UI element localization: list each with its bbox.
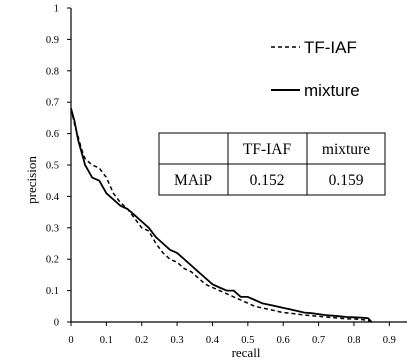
x-tick-label: 0.3 [171, 335, 184, 346]
x-axis-label: recall [232, 345, 261, 360]
x-tick-label: 0.6 [277, 335, 290, 346]
x-tick-label: 0.7 [312, 335, 325, 346]
legend-label-mixture: mixture [304, 81, 360, 100]
series-line-mixture [70, 108, 373, 323]
legend-label-tf-iaf: TF-IAF [304, 38, 357, 57]
tick-labels: 0 0.1 0.2 0.3 0.4 0.5 0.6 0.7 0.8 0.9 1 0 0.1 0.2 0.3 0… [46, 4, 396, 347]
y-axis-label: precision [24, 156, 39, 204]
table-header-tf-iaf: TF-IAF [243, 141, 292, 158]
y-tick-label: 0 [54, 318, 59, 329]
x-tick-label: 0.8 [347, 335, 360, 346]
y-tick-label: 0.7 [46, 98, 59, 109]
y-tick-label: 0.2 [46, 255, 59, 266]
y-tick-label: 0.8 [46, 66, 59, 77]
y-tick-label: 0.4 [46, 192, 60, 203]
y-tick-label: 0.5 [46, 161, 59, 172]
y-tick-label: 0.6 [46, 129, 59, 140]
axes [67, 7, 407, 326]
x-tick-label: 0.5 [241, 335, 254, 346]
series-line-tf-iaf [70, 108, 372, 323]
table-row-label-maip: MAiP [174, 172, 212, 189]
x-tick-label: 0.9 [383, 335, 396, 346]
maip-table: TF-IAF mixture MAiP 0.152 0.159 [158, 132, 386, 196]
legend: TF-IAF mixture [271, 38, 360, 100]
table-cell-mixture-maip: 0.159 [329, 172, 364, 189]
x-tick-label: 0.4 [206, 335, 220, 346]
y-tick-label: 1 [54, 4, 59, 15]
x-tick-label: 0 [68, 335, 73, 346]
y-tick-label: 0.1 [46, 286, 59, 297]
x-tick-label: 0.2 [135, 335, 148, 346]
table-cell-tf-iaf-maip: 0.152 [250, 172, 285, 189]
x-tick-label: 0.1 [100, 335, 113, 346]
series-layer [70, 108, 373, 323]
table-header-mixture: mixture [322, 141, 370, 158]
y-tick-label: 0.9 [46, 35, 59, 46]
y-tick-label: 0.3 [46, 223, 59, 234]
